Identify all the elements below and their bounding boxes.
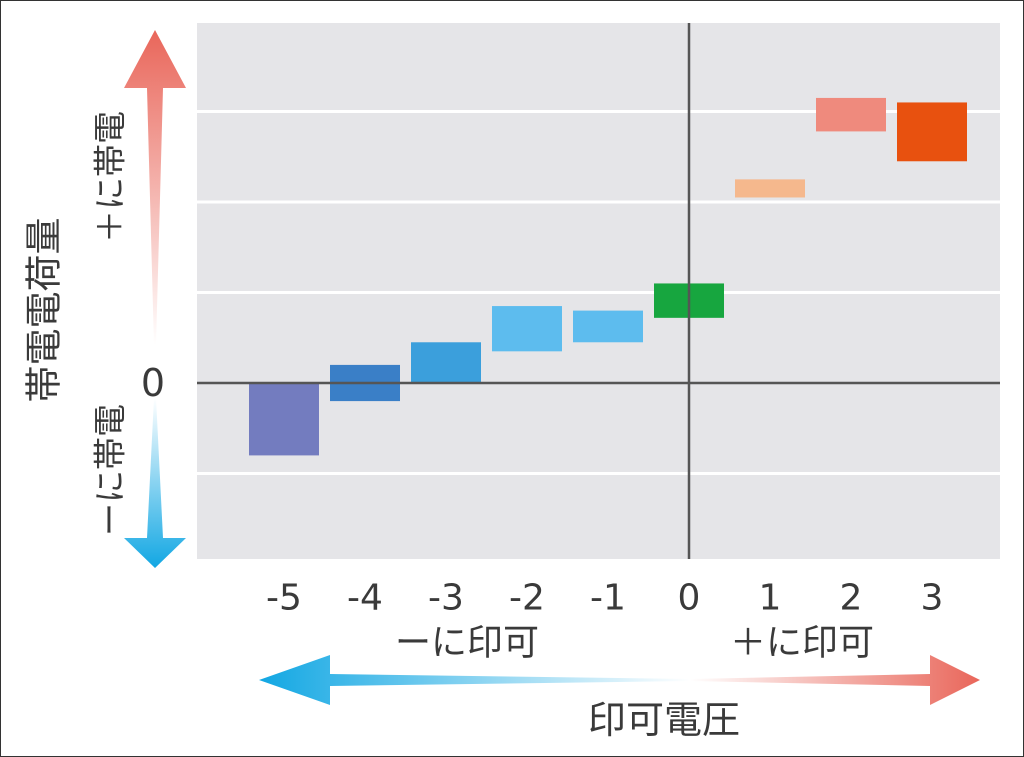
y-zero-label: 0 bbox=[141, 361, 165, 405]
bar-x2 bbox=[816, 97, 886, 132]
x-tick-labels: -5 -4 -3 -2 -1 0 1 2 3 bbox=[266, 578, 943, 619]
negative-charge-arrow-icon bbox=[124, 398, 186, 568]
bar-x-5 bbox=[249, 383, 319, 456]
x-tick-label: 0 bbox=[678, 578, 701, 619]
positive-charge-arrow-icon bbox=[124, 30, 186, 345]
bar-x-3 bbox=[411, 342, 481, 383]
x-tick-label: 1 bbox=[759, 578, 782, 619]
x-tick-label: 2 bbox=[840, 578, 863, 619]
bars bbox=[249, 97, 967, 456]
x-tick-label: -3 bbox=[428, 578, 464, 619]
x-tick-label: -1 bbox=[590, 578, 626, 619]
x-axis-title: 印可電圧 bbox=[588, 698, 740, 742]
bar-x1 bbox=[735, 179, 805, 198]
y-axis-title: 帯電電荷量 bbox=[23, 218, 66, 403]
positive-voltage-arrow-icon bbox=[690, 655, 980, 705]
y-positive-label: ＋に帯電 bbox=[91, 111, 130, 243]
bar-x3 bbox=[897, 102, 967, 162]
x-tick-label: -5 bbox=[266, 578, 302, 619]
x-tick-label: -4 bbox=[347, 578, 383, 619]
x-tick-label: 3 bbox=[921, 578, 944, 619]
x-negative-label: ーに印可 bbox=[395, 623, 539, 664]
bar-x-2 bbox=[492, 306, 562, 352]
bar-x-1 bbox=[573, 310, 643, 343]
y-negative-label: ーに帯電 bbox=[91, 404, 130, 536]
negative-voltage-arrow-icon bbox=[259, 655, 690, 705]
x-tick-label: -2 bbox=[509, 578, 545, 619]
x-positive-label: ＋に印可 bbox=[730, 623, 874, 664]
